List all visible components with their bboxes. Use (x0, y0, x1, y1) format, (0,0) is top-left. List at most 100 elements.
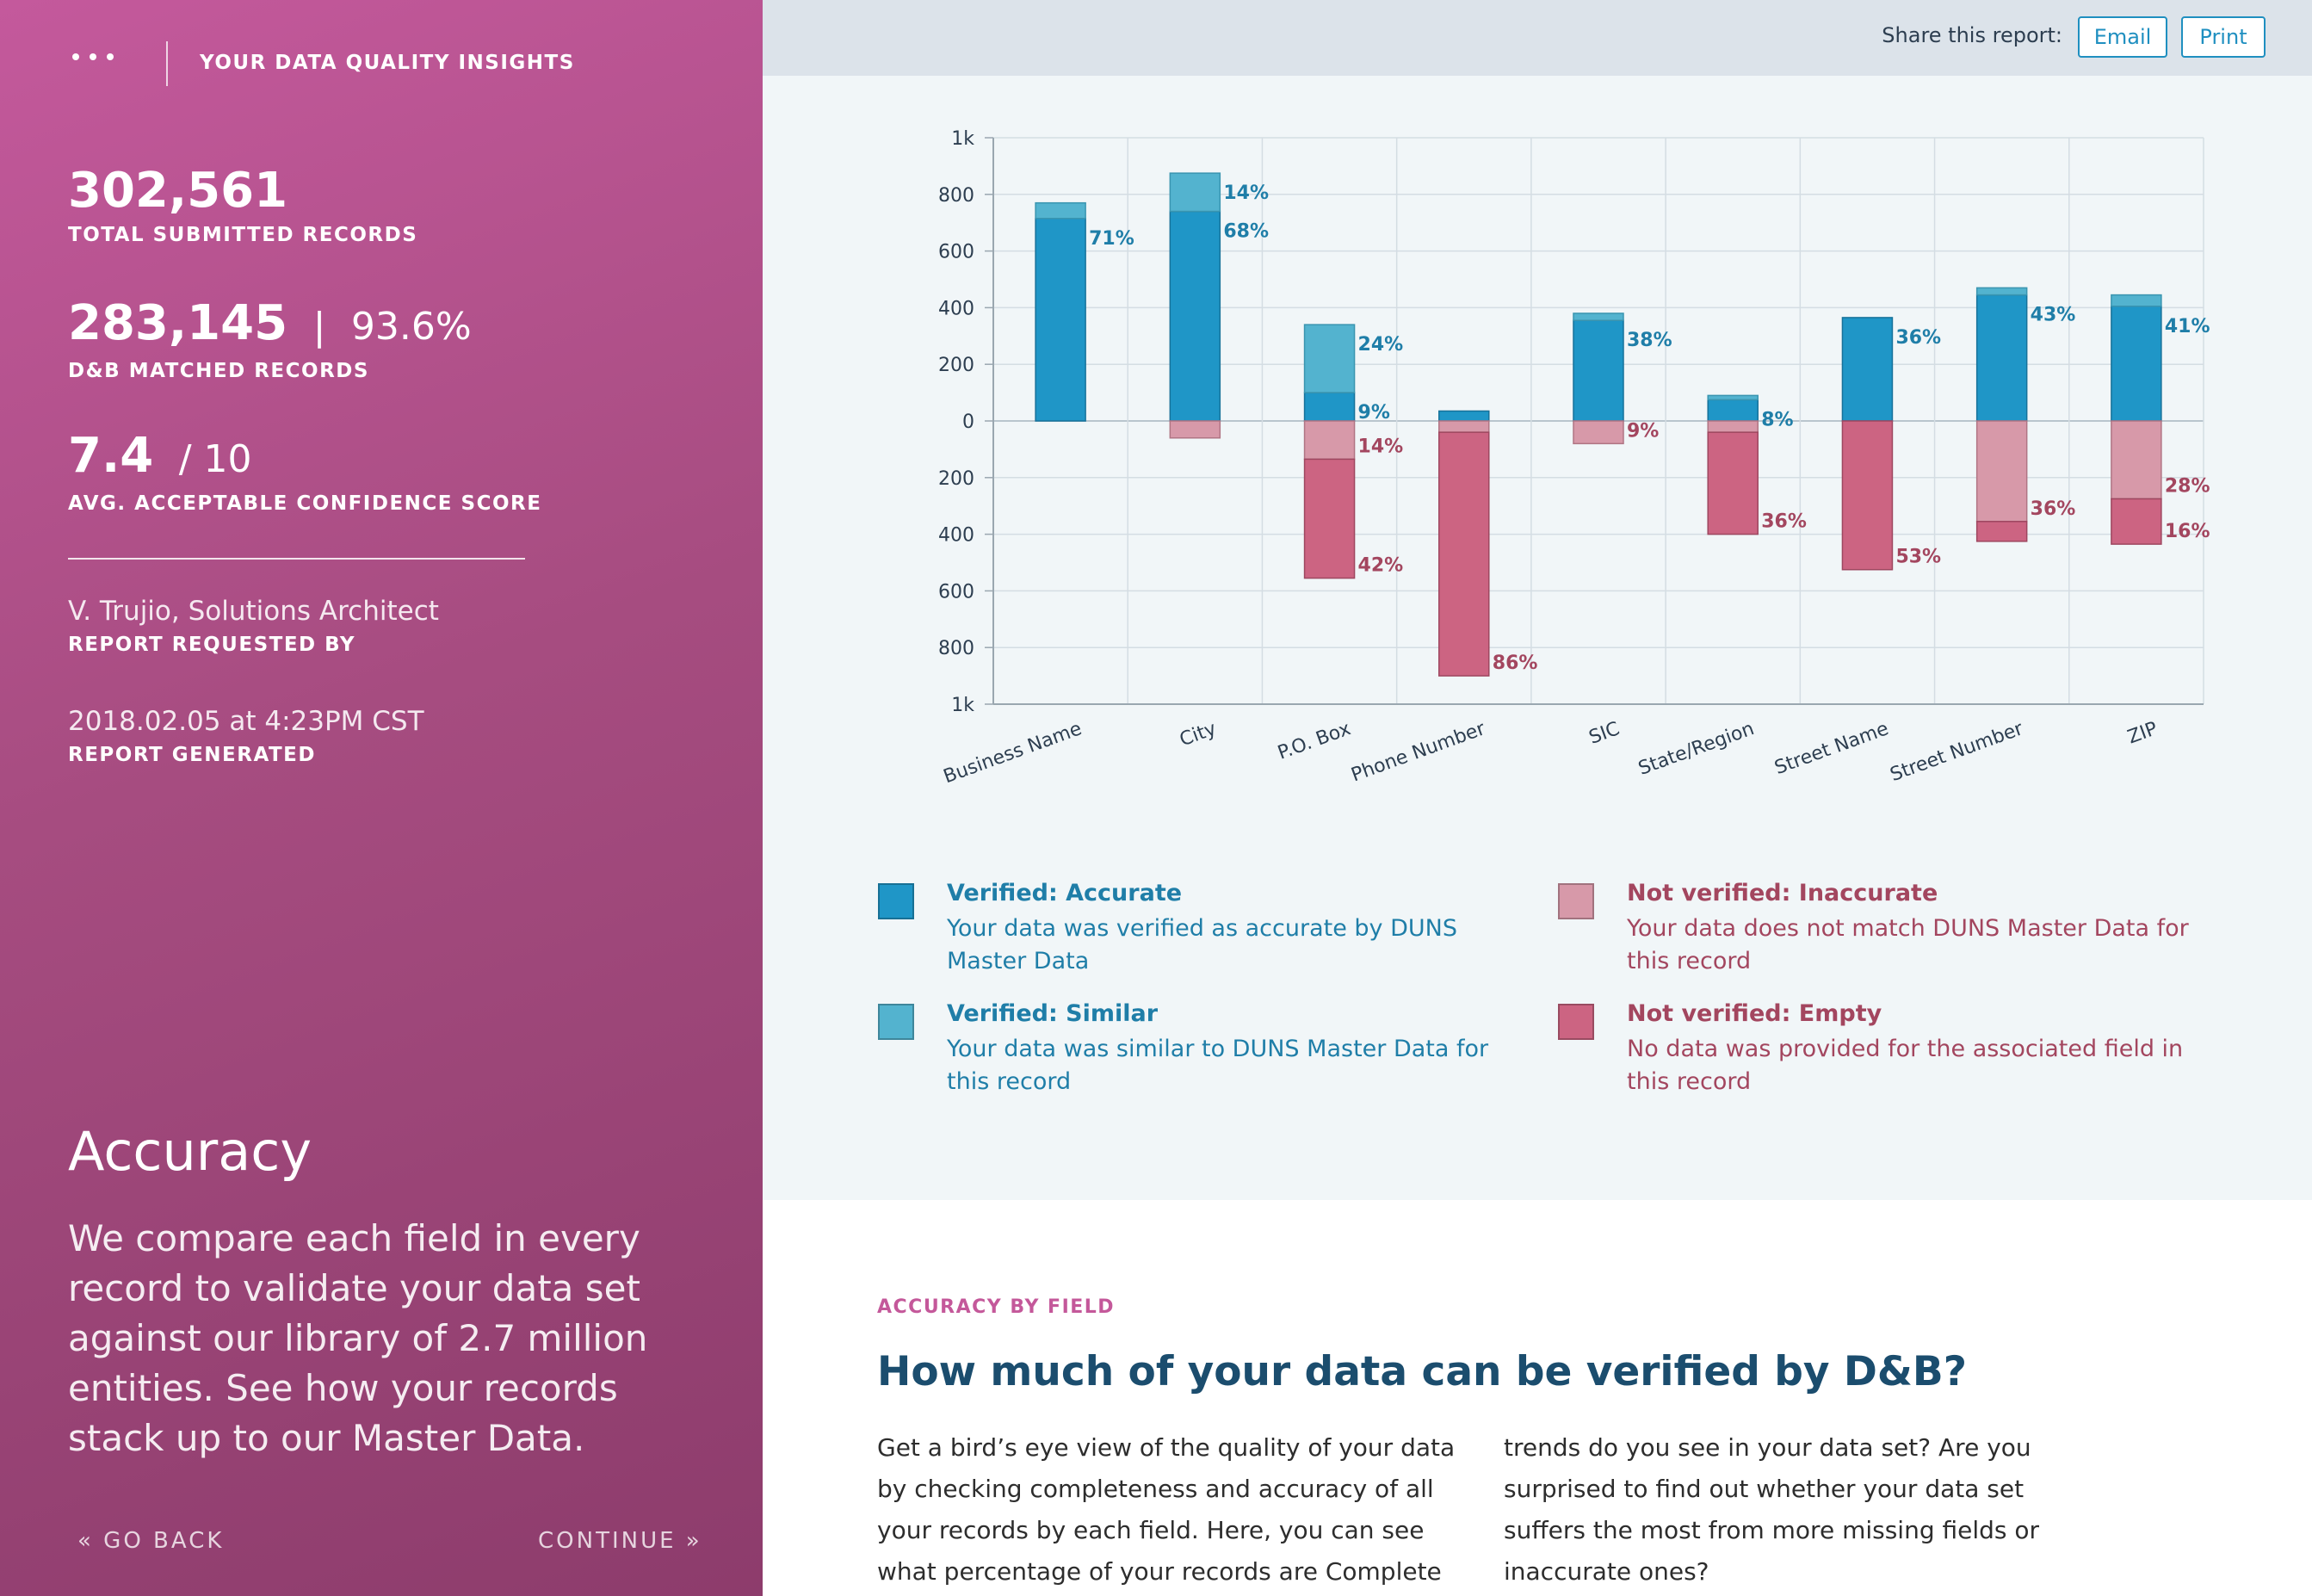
sidebar-header: YOUR DATA QUALITY INSIGHTS (0, 0, 763, 86)
bar-not-verified-empty (1707, 431, 1759, 535)
data-label: 43% (2031, 305, 2076, 326)
y-tick-label: 600 (938, 242, 974, 263)
bar-not-verified-inaccurate (1707, 420, 1759, 433)
x-tick-label: Business Name (941, 718, 1085, 788)
bar-verified-accurate (1438, 410, 1490, 422)
y-tick-label: 200 (938, 468, 974, 490)
x-tick-label: ZIP (2125, 718, 2161, 748)
section-description: We compare each field in every record to… (68, 1217, 648, 1459)
section-title: Accuracy (68, 1120, 312, 1183)
data-label: 86% (1493, 653, 1538, 674)
y-tick-label: 1k (951, 695, 974, 716)
y-tick-label: 400 (938, 298, 974, 319)
bar-not-verified-empty (2111, 498, 2162, 545)
y-tick-label: 400 (938, 525, 974, 547)
data-label: 68% (1223, 221, 1269, 243)
bar-not-verified-empty (1438, 431, 1490, 677)
bar-verified-accurate (2111, 306, 2162, 422)
data-label: 36% (2031, 498, 2076, 520)
bar-verified-accurate (1707, 399, 1759, 422)
sidebar: YOUR DATA QUALITY INSIGHTS 302,561 TOTAL… (0, 0, 763, 1596)
bar-verified-similar (1169, 172, 1221, 213)
x-tick-label: P.O. Box (1275, 718, 1353, 764)
data-label: 71% (1089, 228, 1134, 250)
bar-not-verified-inaccurate (1303, 420, 1356, 461)
legend-desc: No data was provided for the associated … (1627, 1036, 2184, 1095)
top-bar: Share this report: Email Print (763, 0, 2312, 76)
accuracy-chart: 1k 800 600 400 200 0 200 400 600 800 1k 71% Business… (938, 128, 2210, 788)
x-tick-label: Street Number (1888, 718, 2027, 786)
bar-verified-accurate (1303, 392, 1356, 422)
continue-link[interactable]: CONTINUE » (538, 1528, 702, 1554)
data-label: 8% (1761, 409, 1793, 430)
legend-title: Verified: Accurate (947, 880, 1183, 906)
bar-not-verified-inaccurate (1975, 420, 2028, 523)
legend-title: Not verified: Empty (1627, 1000, 1882, 1027)
data-label: 28% (2165, 475, 2210, 497)
legend-desc: Your data was similar to DUNS Master Dat… (947, 1036, 1489, 1095)
legend-title: Verified: Similar (947, 1000, 1159, 1027)
body-column-2: trends do you see in your data set? Are … (1504, 1433, 2040, 1586)
x-tick-label: Street Name (1772, 718, 1892, 779)
body-column-1: Get a bird’s eye view of the quality of … (877, 1433, 1456, 1586)
y-tick-label: 800 (938, 185, 974, 207)
stat-total-records: 302,561 TOTAL SUBMITTED RECORDS (68, 163, 417, 247)
x-tick-label: State/Region (1635, 718, 1757, 780)
y-tick-label: 600 (938, 581, 974, 603)
bar-verified-similar (1573, 312, 1624, 321)
data-label: 14% (1223, 182, 1269, 204)
matched-records-value: 283,145 (68, 295, 288, 351)
bar-not-verified-inaccurate (1169, 420, 1221, 439)
more-menu-icon[interactable] (69, 48, 121, 65)
data-label: 53% (1895, 547, 1941, 568)
y-tick-label: 200 (938, 355, 974, 376)
bar-verified-accurate (1975, 294, 2028, 422)
bar-verified-accurate (1841, 317, 1894, 422)
legend-swatch-similar (878, 1004, 914, 1040)
requested-by: V. Trujio, Solutions Architect REPORT RE… (68, 594, 439, 656)
bar-not-verified-empty (1303, 458, 1356, 579)
section-eyebrow: ACCURACY BY FIELD (877, 1296, 1116, 1318)
bar-not-verified-inaccurate (2111, 420, 2162, 500)
go-back-link[interactable]: « GO BACK (77, 1528, 225, 1554)
bar-verified-similar (1035, 201, 1086, 220)
x-tick-label: Phone Number (1349, 718, 1489, 787)
bar-verified-accurate (1035, 218, 1086, 422)
bar-verified-similar (1975, 287, 2028, 296)
data-label: 36% (1895, 327, 1941, 349)
requester-name: V. Trujio (68, 596, 171, 627)
stat-matched-records: 283,145 | 93.6% D&B MATCHED RECORDS (68, 295, 472, 383)
matched-records-pct: 93.6% (350, 305, 472, 349)
x-tick-label: City (1177, 718, 1219, 751)
email-button[interactable]: Email (2078, 16, 2167, 58)
legend-swatch-inaccurate (1558, 883, 1594, 919)
legend-swatch-accurate (878, 883, 914, 919)
matched-records-label: D&B MATCHED RECORDS (68, 360, 369, 382)
requested-by-label: REPORT REQUESTED BY (68, 634, 356, 656)
confidence-value: 7.4 (68, 428, 154, 484)
legend-desc: Your data was verified as accurate by DU… (947, 915, 1457, 974)
data-label: 16% (2165, 521, 2210, 542)
legend-swatch-empty (1558, 1004, 1594, 1040)
sidebar-divider (68, 558, 525, 560)
y-tick-label: 0 (962, 411, 974, 433)
data-label: 14% (1358, 436, 1404, 457)
y-tick-label: 800 (938, 638, 974, 659)
requester-role: , Solutions Architect (170, 596, 439, 627)
print-button[interactable]: Print (2181, 16, 2266, 58)
bar-not-verified-empty (1841, 420, 1894, 571)
report-generated: 2018.02.05 at 4:23PM CST REPORT GENERATE… (68, 704, 424, 766)
legend-title: Not verified: Inaccurate (1627, 880, 1938, 906)
generated-label: REPORT GENERATED (68, 744, 316, 766)
confidence-out-of: / 10 (178, 437, 252, 481)
data-label: 9% (1358, 402, 1390, 424)
total-records-value: 302,561 (68, 163, 288, 219)
data-label: 9% (1627, 420, 1659, 442)
content-section: ACCURACY BY FIELD How much of your data … (763, 1200, 2312, 1596)
y-tick-label: 1k (951, 128, 974, 150)
bar-verified-similar (1303, 324, 1356, 393)
data-label: 36% (1761, 511, 1807, 533)
bar-not-verified-inaccurate (1573, 420, 1624, 445)
bar-verified-accurate (1573, 319, 1624, 422)
bar-verified-similar (1707, 394, 1759, 401)
